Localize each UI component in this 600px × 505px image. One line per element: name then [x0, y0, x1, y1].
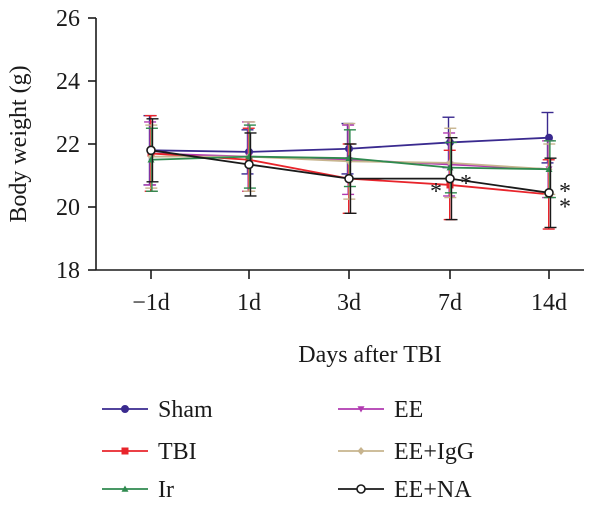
data-point	[146, 145, 156, 156]
data-point	[121, 485, 129, 492]
y-ticks: 18 20 22 24 26	[56, 6, 96, 284]
data-point	[545, 133, 553, 142]
legend-label: EE	[394, 397, 423, 423]
x-tick-label: 7d	[438, 290, 462, 316]
y-axis-title: Body weight (g)	[6, 65, 32, 222]
legend-label: Ir	[158, 477, 174, 503]
y-tick-label: 26	[56, 6, 80, 32]
legend-item-ee-igg: EE+IgG	[338, 439, 474, 465]
x-tick-label: 1d	[237, 290, 261, 316]
significance-star: *	[559, 179, 571, 205]
significance-star: *	[460, 171, 472, 197]
legend-label: EE+IgG	[394, 439, 474, 465]
x-ticks: −1d 1d 3d 7d 14d	[132, 270, 567, 316]
x-tick-label: −1d	[132, 290, 170, 316]
significance-star: *	[430, 179, 442, 205]
legend-item-sham: Sham	[102, 397, 213, 423]
legend-item-ee: EE	[338, 397, 423, 423]
data-point	[544, 188, 554, 198]
data-point	[357, 406, 365, 413]
data-point	[121, 447, 129, 455]
data-point	[344, 173, 354, 184]
data-point	[244, 159, 254, 170]
legend-label: TBI	[158, 439, 197, 465]
data-point	[357, 447, 365, 455]
significance-star: *	[559, 195, 571, 221]
y-tick-label: 24	[56, 69, 80, 95]
legend-item-ir: Ir	[102, 477, 174, 503]
annotations: * * **	[430, 171, 571, 221]
x-tick-label: 3d	[337, 290, 361, 316]
legend-item-ee-na: EE+NA	[338, 477, 472, 503]
data-point	[445, 173, 455, 184]
y-tick-label: 22	[56, 132, 80, 158]
data-point	[356, 484, 366, 494]
data-point	[121, 405, 129, 413]
y-tick-label: 20	[56, 195, 80, 221]
legend: Sham EE TBI EE+IgG Ir EE+NA	[102, 397, 474, 503]
chart-axes	[95, 18, 584, 271]
y-tick-label: 18	[56, 258, 80, 284]
x-tick-label: 14d	[531, 290, 567, 316]
legend-item-tbi: TBI	[102, 439, 197, 465]
legend-label: Sham	[158, 397, 213, 423]
x-axis-title: Days after TBI	[298, 342, 442, 368]
legend-label: EE+NA	[394, 477, 472, 503]
series-layer	[143, 111, 557, 230]
series-ee-na	[146, 118, 557, 229]
